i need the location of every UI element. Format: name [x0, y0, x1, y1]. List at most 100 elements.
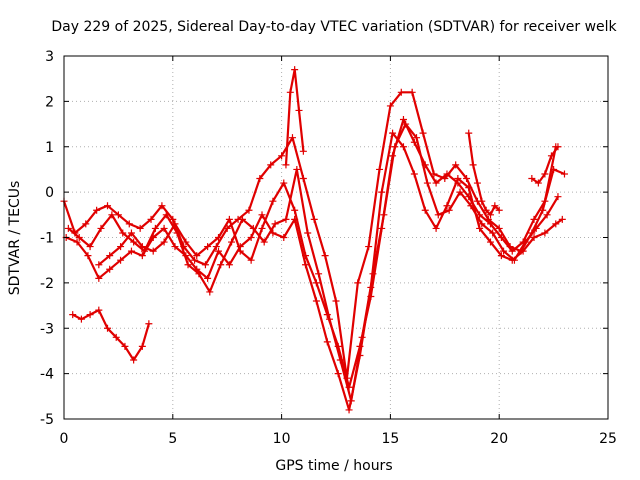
- data-point: [75, 234, 83, 241]
- data-point: [473, 179, 481, 187]
- y-axis-label: SDTVAR / TECUs: [7, 181, 23, 296]
- data-point: [182, 252, 190, 260]
- data-point: [104, 202, 112, 210]
- data-point: [125, 220, 133, 228]
- data-point: [399, 116, 407, 124]
- data-point: [397, 88, 405, 96]
- data-point: [260, 238, 268, 246]
- data-point: [291, 206, 299, 214]
- data-point: [432, 224, 440, 232]
- data-point: [312, 297, 320, 305]
- data-point: [171, 243, 179, 251]
- data-point: [334, 342, 342, 350]
- data-point: [228, 238, 236, 246]
- data-series: [60, 66, 568, 414]
- data-point: [534, 179, 542, 187]
- data-point: [69, 311, 77, 319]
- data-point: [421, 206, 429, 214]
- data-point: [119, 229, 127, 237]
- data-point: [465, 193, 473, 201]
- data-point: [312, 279, 320, 287]
- y-tick-label: 0: [45, 185, 54, 201]
- data-point: [558, 215, 566, 223]
- data-point: [93, 206, 101, 214]
- data-point: [162, 211, 170, 219]
- x-tick-label: 25: [599, 431, 617, 447]
- data-point: [280, 234, 288, 241]
- data-point: [138, 252, 146, 260]
- data-point: [121, 342, 129, 350]
- data-point: [193, 265, 201, 273]
- series-track-5: [69, 306, 153, 364]
- data-point: [530, 234, 538, 241]
- data-point: [256, 175, 264, 183]
- data-point: [552, 220, 560, 228]
- data-point: [158, 202, 166, 210]
- series-track-6: [282, 66, 307, 169]
- data-point: [225, 261, 233, 269]
- data-point: [214, 247, 222, 255]
- data-point: [106, 252, 114, 260]
- chart-title: Day 229 of 2025, Sidereal Day-to-day VTE…: [51, 19, 617, 35]
- data-point: [410, 170, 418, 178]
- data-point: [389, 129, 397, 137]
- data-point: [214, 234, 222, 241]
- data-point: [528, 175, 536, 183]
- data-point: [258, 224, 266, 232]
- data-point: [193, 252, 201, 260]
- data-point: [310, 215, 318, 223]
- data-point: [160, 224, 168, 232]
- data-point: [95, 261, 103, 269]
- data-point: [321, 252, 329, 260]
- data-point: [367, 292, 375, 300]
- data-point: [160, 238, 168, 246]
- data-point: [171, 220, 179, 228]
- data-point: [145, 320, 153, 328]
- data-point: [421, 161, 429, 169]
- data-point: [117, 243, 125, 251]
- data-point: [469, 161, 477, 169]
- x-tick-label: 5: [168, 431, 177, 447]
- data-point: [315, 270, 323, 278]
- data-point: [530, 215, 538, 223]
- data-point: [73, 238, 81, 246]
- data-point: [206, 288, 214, 296]
- data-point: [258, 211, 266, 219]
- data-point: [443, 170, 451, 178]
- data-point: [332, 297, 340, 305]
- data-point: [182, 238, 190, 246]
- data-point: [497, 234, 505, 241]
- data-point: [267, 161, 275, 169]
- series-track-3: [62, 129, 566, 414]
- y-tick-label: -4: [40, 367, 54, 383]
- x-tick-label: 0: [60, 431, 69, 447]
- data-point: [452, 161, 460, 169]
- series-track-8: [528, 143, 562, 187]
- data-point: [127, 247, 135, 255]
- data-point: [519, 247, 527, 255]
- data-point: [114, 211, 122, 219]
- data-point: [413, 134, 421, 142]
- data-point: [486, 220, 494, 228]
- data-point: [486, 211, 494, 219]
- data-point: [489, 229, 497, 237]
- data-point: [408, 88, 416, 96]
- data-point: [478, 197, 486, 205]
- data-point: [302, 261, 310, 269]
- data-point: [541, 197, 549, 205]
- data-point: [138, 342, 146, 350]
- data-point: [560, 170, 568, 178]
- data-point: [345, 383, 353, 391]
- data-point: [247, 256, 255, 264]
- data-point: [130, 356, 138, 364]
- axis-ticks: 0 5 10 15 20 25 -5 -4 -3 -2 -1 0 1 2 3: [40, 49, 617, 447]
- data-point: [225, 215, 233, 223]
- data-point: [386, 102, 394, 110]
- data-point: [299, 147, 307, 155]
- data-point: [151, 224, 159, 232]
- data-point: [95, 274, 103, 282]
- data-point: [147, 215, 155, 223]
- data-point: [554, 193, 562, 201]
- data-point: [532, 224, 540, 232]
